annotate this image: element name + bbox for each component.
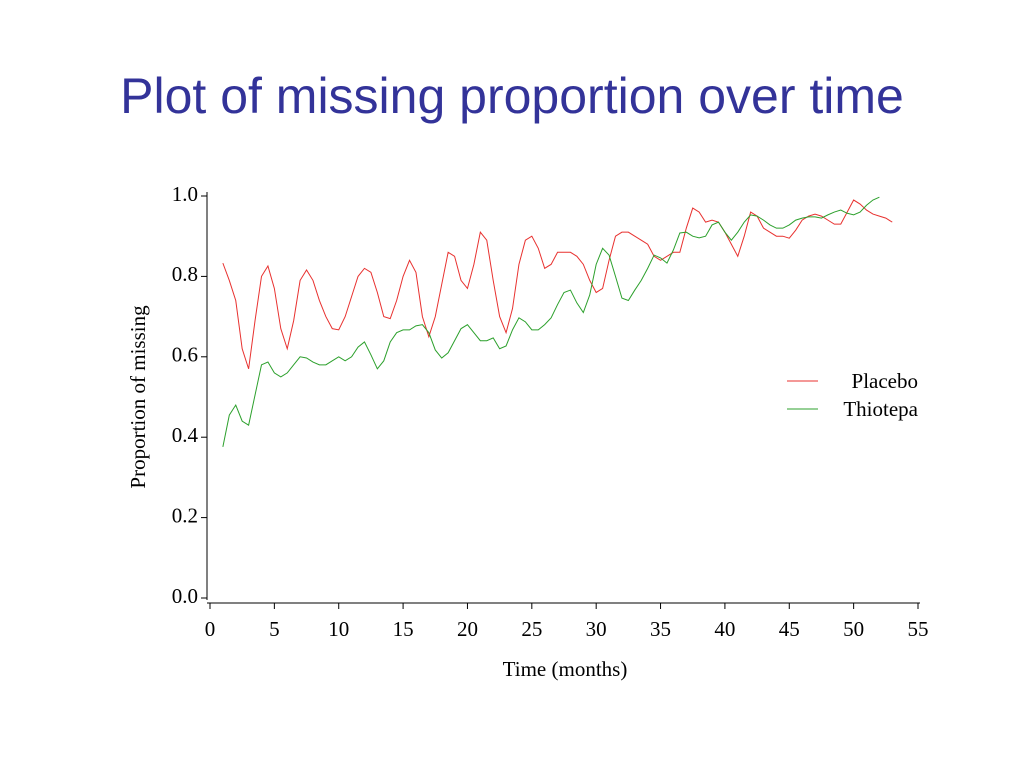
y-tick-label: 0.8 [172,262,198,286]
x-tick-label: 10 [328,617,349,641]
chart-title: Plot of missing proportion over time [120,68,904,124]
x-tick-label: 5 [269,617,280,641]
legend-label: Placebo [852,369,918,393]
y-tick-label: 0.2 [172,503,198,527]
y-tick-label: 0.6 [172,343,198,367]
x-tick-label: 45 [779,617,800,641]
line-series [222,196,880,447]
x-tick-label: 40 [714,617,735,641]
x-tick-label: 30 [586,617,607,641]
x-tick-label: 15 [393,617,414,641]
legend-label: Thiotepa [843,397,918,421]
y-tick-label: 1.0 [172,182,198,206]
x-tick-label: 35 [650,617,671,641]
y-axis-label: Proportion of missing [126,305,150,489]
line-series [222,199,893,370]
y-tick-label: 0.4 [172,423,199,447]
x-tick-label: 0 [205,617,216,641]
x-tick-label: 25 [521,617,542,641]
x-tick-label: 50 [843,617,864,641]
y-tick-label: 0.0 [172,584,198,608]
x-axis-label: Time (months) [503,657,628,681]
x-tick-label: 55 [908,617,929,641]
x-tick-label: 20 [457,617,478,641]
